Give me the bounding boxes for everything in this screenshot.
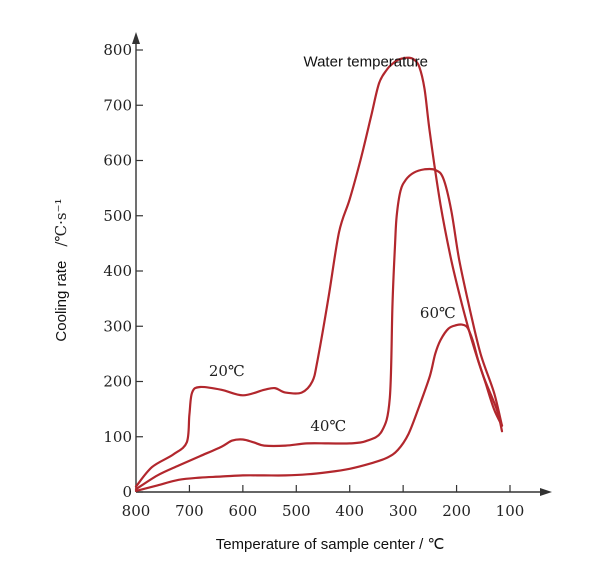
series-line-3 — [134, 323, 504, 492]
y-axis-title-group: Cooling rate /℃·s⁻¹ — [52, 198, 70, 341]
x-tick-label: 400 — [335, 502, 364, 520]
y-tick-label: 700 — [103, 96, 132, 114]
y-tick-label: 600 — [103, 152, 132, 170]
y-tick-label: 100 — [103, 428, 132, 446]
curve-label: 20℃ — [209, 362, 245, 380]
annotations: Water temperature 20℃ 40℃ 60℃ — [209, 54, 456, 436]
y-tick-label: 300 — [103, 317, 132, 335]
y-axis-arrow — [132, 32, 140, 44]
x-tick-label: 800 — [122, 502, 151, 520]
y-axis-title: Cooling rate /℃·s⁻¹ — [52, 198, 70, 341]
curve-label: 40℃ — [310, 417, 346, 435]
x-axis-arrow — [540, 488, 552, 496]
series-lines — [134, 56, 504, 492]
x-tick-label: 200 — [442, 502, 471, 520]
curve-label: Water temperature — [303, 54, 428, 71]
curve-label: 60℃ — [420, 304, 456, 322]
y-tick-label: 500 — [103, 207, 132, 225]
y-tick-label: 200 — [103, 373, 132, 391]
y-tick-label: 0 — [122, 483, 132, 501]
y-ticks: 0 100 200 300 400 500 600 700 800 — [103, 41, 143, 501]
x-ticks: 800 700 600 500 400 300 200 100 — [122, 485, 525, 520]
series-line-2 — [134, 167, 504, 491]
axes — [132, 32, 552, 496]
x-tick-label: 700 — [175, 502, 204, 520]
y-axis-title-text: Cooling rate — [53, 261, 70, 342]
y-tick-label: 400 — [103, 262, 132, 280]
series-line-1 — [134, 56, 504, 488]
x-axis-title: Temperature of sample center / ℃ — [216, 536, 445, 553]
x-tick-label: 600 — [229, 502, 258, 520]
x-tick-label: 500 — [282, 502, 311, 520]
y-tick-label: 800 — [103, 41, 132, 59]
y-axis-title-unit: /℃·s⁻¹ — [52, 198, 70, 246]
x-tick-label: 100 — [496, 502, 525, 520]
x-tick-label: 300 — [389, 502, 418, 520]
